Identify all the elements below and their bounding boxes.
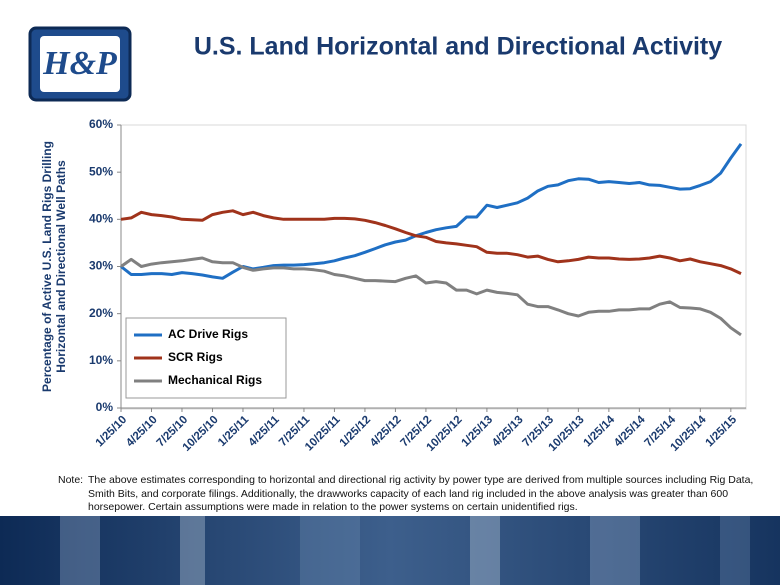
note-text: The above estimates corresponding to hor… [88,474,754,513]
logo-text: H&P [42,45,117,82]
y-axis-label: Horizontal and Directional Well Paths [54,160,68,373]
footer-band [0,516,780,585]
data-line [120,143,743,280]
y-tick-label: 60% [89,117,113,131]
note-label: Note: [58,474,84,486]
x-tick-label: 1/25/14 [582,413,618,449]
y-tick-label: 10% [89,353,113,367]
y-tick-label: 50% [89,164,113,178]
x-tick-label: 1/25/15 [703,413,739,449]
x-tick-label: 4/25/11 [247,413,283,449]
logo-inner [40,36,120,92]
footer-decor [60,516,750,585]
x-tick-label: 4/25/13 [490,414,526,450]
data-line [120,209,742,275]
x-tick-label: 4/25/12 [368,414,404,450]
x-tick-label: 1/25/11 [216,413,252,449]
x-tick-label: 4/25/10 [124,414,160,450]
legend-label: Mechanical Rigs [168,373,262,387]
y-tick-label: 20% [89,306,113,320]
y-tick-label: 0% [96,400,114,414]
x-tick-label: 1/25/13 [460,414,496,450]
chart-title: U.S. Land Horizontal and Directional Act… [194,33,722,61]
legend-label: SCR Rigs [168,350,223,364]
x-tick-label: 4/25/14 [612,413,648,449]
legend-label: AC Drive Rigs [168,327,248,341]
y-tick-label: 30% [89,259,113,273]
note: Note: The above estimates corresponding t… [58,474,770,515]
data-line [120,256,742,337]
x-tick-label: 1/25/10 [94,414,130,450]
y-tick-label: 40% [89,212,113,226]
x-tick-label: 1/25/12 [338,414,374,450]
y-axis-label: Percentage of Active U.S. Land Rigs Dril… [40,141,54,392]
